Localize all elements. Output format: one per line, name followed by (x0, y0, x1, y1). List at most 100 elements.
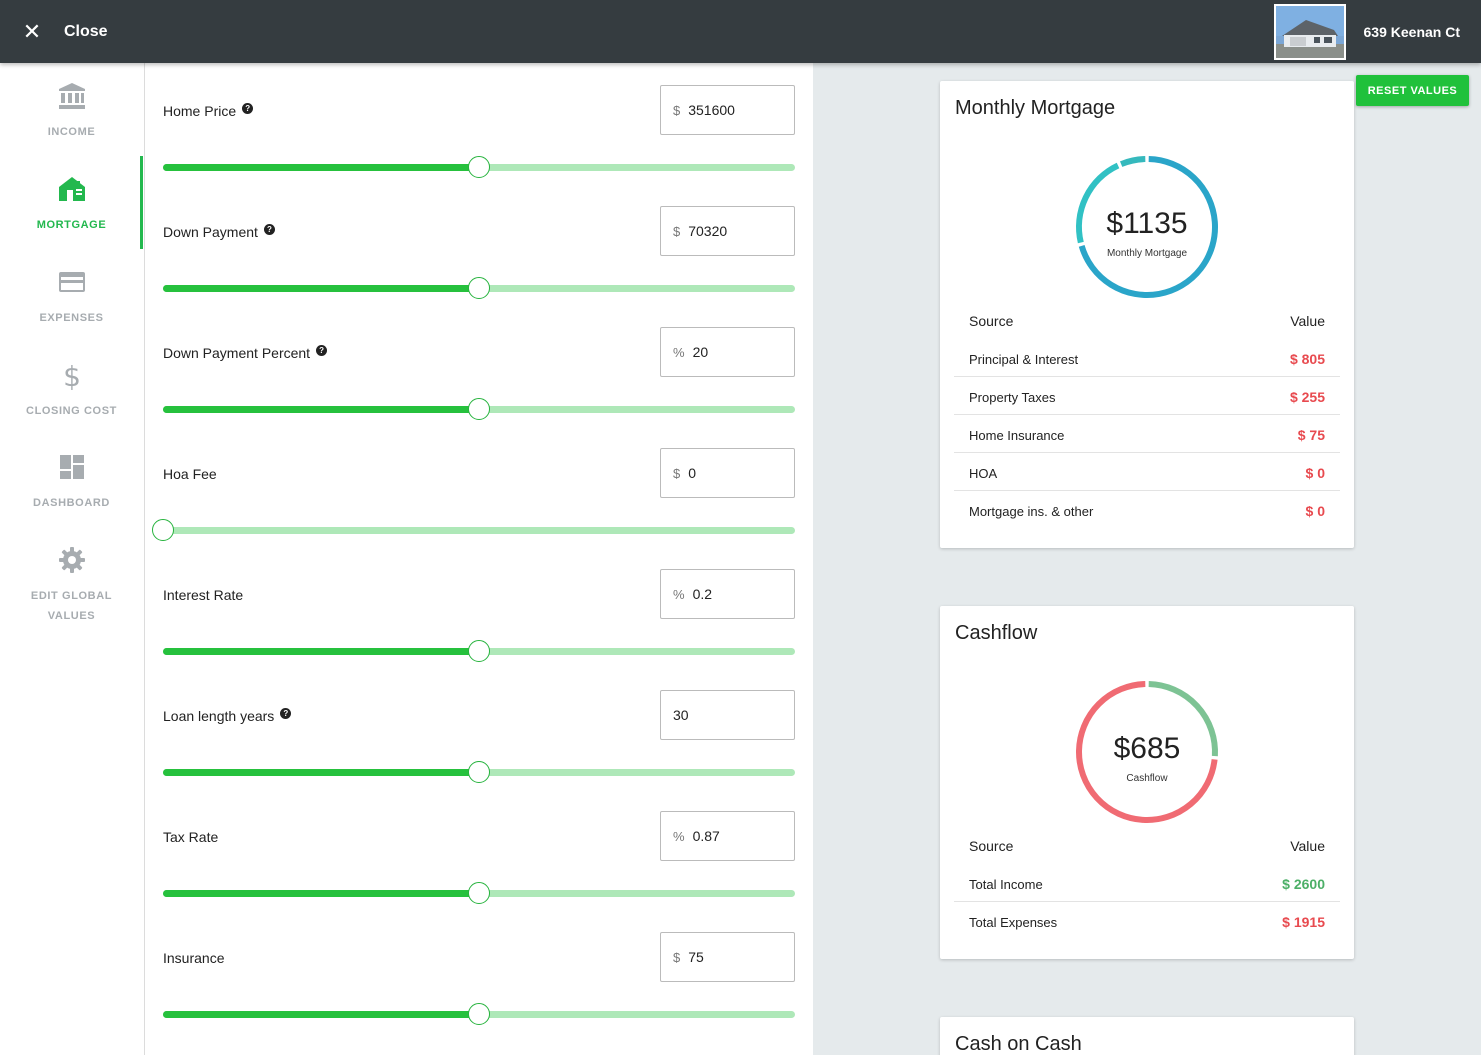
col-source: Source (969, 838, 1014, 854)
sidebar-item-closing-cost[interactable]: $ CLOSING COST (0, 359, 143, 421)
table-row: Total Expenses $ 1915 (954, 902, 1340, 940)
field-label-text: Down Payment (163, 224, 258, 240)
slider-fill (163, 890, 479, 897)
field-input[interactable]: $0 (660, 448, 795, 498)
row-value: $ 255 (1289, 389, 1325, 405)
donut-segment-expenses (1076, 681, 1218, 823)
sidebar-item-dashboard[interactable]: DASHBOARD (0, 451, 143, 513)
slider-fill (163, 164, 479, 171)
field-prefix: % (673, 344, 685, 360)
row-value: $ 75 (1297, 427, 1325, 443)
help-icon[interactable]: ? (316, 344, 328, 356)
field-label-text: Insurance (163, 950, 225, 966)
field-prefix: % (673, 828, 685, 844)
card-title: Monthly Mortgage (955, 97, 1116, 119)
field-value[interactable]: 30 (673, 707, 689, 723)
donut-subtitle: Monthly Mortgage (1106, 248, 1188, 259)
field-label-text: Down Payment Percent (163, 345, 311, 361)
slider-thumb[interactable] (468, 277, 490, 299)
row-source: HOA (969, 466, 998, 481)
sidebar-item-expenses[interactable]: EXPENSES (0, 266, 143, 328)
sidebar-item-mortgage[interactable]: MORTGAGE (0, 173, 143, 235)
slider-thumb[interactable] (468, 156, 490, 178)
field-label-text: Loan length years (163, 708, 275, 724)
field-value[interactable]: 0.87 (692, 828, 720, 844)
field-label: Interest Rate (163, 587, 243, 603)
slider-track[interactable] (163, 761, 795, 783)
field-prefix: $ (673, 949, 681, 965)
slider-track[interactable] (163, 398, 795, 420)
slider-fill (163, 648, 479, 655)
slider-track[interactable] (163, 640, 795, 662)
field-input[interactable]: $75 (660, 932, 795, 982)
slider-track[interactable] (152, 519, 795, 541)
sidebar-item-edit-global-values[interactable]: EDIT GLOBAL VALUES (0, 544, 143, 626)
active-indicator (140, 156, 143, 249)
field-value[interactable]: 351600 (688, 102, 735, 118)
sidebar-item-label: INCOME (47, 126, 96, 138)
help-icon[interactable]: ? (280, 707, 292, 719)
sidebar-item-label: EDIT GLOBAL (30, 590, 113, 602)
slider-thumb[interactable] (468, 640, 490, 662)
sidebar-item-label: CLOSING COST (26, 405, 117, 417)
field-label: Home Price? (163, 102, 254, 119)
row-value: $ 805 (1289, 351, 1325, 367)
row-value: $ 1915 (1282, 914, 1325, 930)
row-value: $ 0 (1305, 465, 1325, 481)
sidebar-item-income[interactable]: INCOME (0, 80, 143, 142)
monthly-mortgage-card: Monthly Mortgage $1135 Monthly Mortgage … (940, 81, 1354, 548)
field-input[interactable]: $351600 (660, 85, 795, 135)
field-input[interactable]: % 0.2 (660, 569, 795, 619)
field-label: Tax Rate (163, 829, 218, 845)
slider-thumb[interactable] (468, 1003, 490, 1025)
row-value: $ 0 (1305, 503, 1325, 519)
field-label: Down Payment Percent? (163, 344, 328, 361)
donut-subtitle: Cashflow (1126, 773, 1168, 784)
field-label-text: Interest Rate (163, 587, 244, 603)
field-input[interactable]: $70320 (660, 206, 795, 256)
sidebar-item-label: EXPENSES (39, 312, 104, 324)
reset-values-button[interactable]: RESET VALUES (1356, 75, 1469, 106)
field-prefix: % (673, 586, 685, 602)
mortgage-form: Home Price? $351600 Down Payment? $70320 Dow… (145, 63, 813, 1055)
table-row: Total Income $ 2600 (954, 864, 1340, 902)
field-input[interactable]: % 0.87 (660, 811, 795, 861)
form-field: Insurance $75 (163, 910, 795, 1031)
slider-thumb[interactable] (468, 761, 490, 783)
field-value[interactable]: 75 (688, 949, 704, 965)
table-row: Mortgage ins. & other $ 0 (954, 491, 1340, 529)
row-source: Mortgage ins. & other (969, 504, 1094, 519)
help-icon[interactable]: ? (263, 223, 275, 235)
row-source: Property Taxes (969, 390, 1056, 405)
row-source: Principal & Interest (969, 352, 1079, 367)
field-input[interactable]: 30 (660, 690, 795, 740)
form-field: Hoa Fee $0 (152, 426, 795, 547)
field-value[interactable]: 0.2 (692, 586, 713, 602)
slider-thumb[interactable] (152, 519, 174, 541)
slider-thumb[interactable] (468, 398, 490, 420)
donut-total: $685 (1113, 732, 1181, 765)
close-icon[interactable]: ✕ (22, 18, 42, 44)
field-label-text: Tax Rate (163, 829, 219, 845)
cashflow-card: Cashflow $685 Cashflow Source Value Tota… (940, 606, 1354, 959)
slider-track[interactable] (163, 156, 795, 178)
slider-track[interactable] (163, 882, 795, 904)
table-row: HOA $ 0 (954, 453, 1340, 491)
field-value[interactable]: 0 (688, 465, 697, 481)
table-row: Principal & Interest $ 805 (954, 339, 1340, 377)
slider-track[interactable] (163, 1003, 795, 1025)
field-value[interactable]: 20 (692, 344, 709, 360)
help-icon[interactable]: ? (242, 102, 254, 114)
close-label[interactable]: Close (64, 22, 108, 40)
form-field: Down Payment Percent?% 20 (163, 305, 795, 426)
slider-thumb[interactable] (468, 882, 490, 904)
col-source: Source (969, 313, 1014, 329)
col-value: Value (1290, 313, 1325, 329)
field-prefix: $ (673, 102, 681, 118)
field-input[interactable]: % 20 (660, 327, 795, 377)
form-field: Home Price? $351600 (163, 63, 795, 184)
field-prefix: $ (673, 223, 681, 239)
field-value[interactable]: 70320 (688, 223, 728, 239)
top-bar: ✕ Close 639 Keenan Ct (0, 0, 1481, 63)
slider-track[interactable] (163, 277, 795, 299)
